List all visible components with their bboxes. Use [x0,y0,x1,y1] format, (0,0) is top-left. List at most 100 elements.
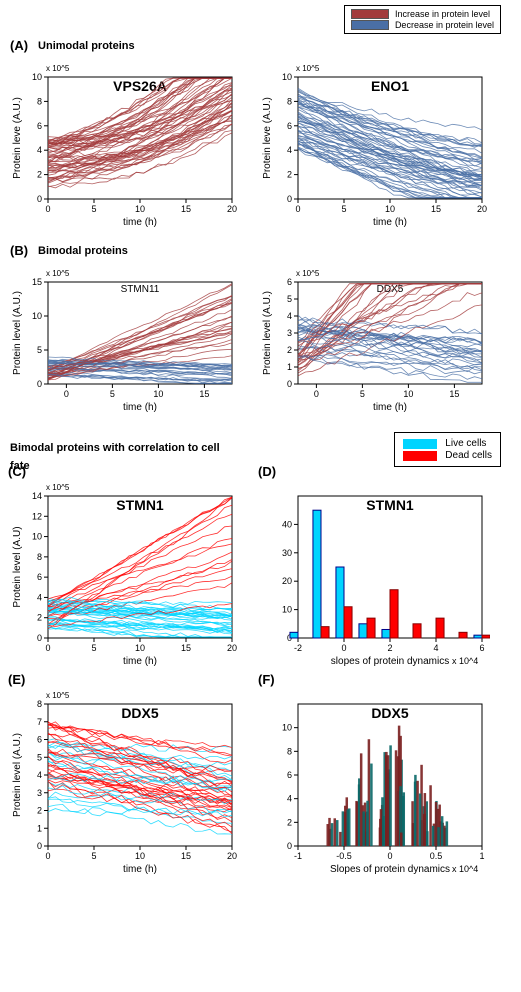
svg-text:Protein level (A.U): Protein level (A.U) [12,526,23,607]
svg-text:3: 3 [287,328,292,338]
svg-text:8: 8 [287,746,292,756]
svg-text:time (h): time (h) [123,402,157,413]
svg-text:20: 20 [477,204,487,214]
svg-text:0: 0 [287,379,292,389]
svg-text:0: 0 [341,643,346,653]
svg-text:STMN1: STMN1 [366,497,414,513]
svg-text:x 10^4: x 10^4 [452,656,478,666]
svg-text:15: 15 [431,204,441,214]
svg-text:2: 2 [287,817,292,827]
svg-text:-1: -1 [294,851,302,861]
svg-text:0: 0 [45,851,50,861]
svg-text:5: 5 [91,851,96,861]
svg-text:time (h): time (h) [123,656,157,667]
svg-text:15: 15 [32,277,42,287]
svg-text:DDX5: DDX5 [377,284,404,295]
svg-text:x 10^5: x 10^5 [46,483,70,492]
svg-text:10: 10 [282,723,292,733]
svg-text:20: 20 [282,576,292,586]
panel-d-letter: (D) [258,464,276,479]
svg-text:5: 5 [287,294,292,304]
svg-text:Protein level (A.U.): Protein level (A.U.) [262,291,273,375]
svg-text:2: 2 [37,170,42,180]
chart-stmn1-c: (C) 0510152002468101214x 10^5time (h)Pro… [10,478,240,668]
chart-stmn1-d: (D) -20246010203040slopes of protein dyn… [260,478,490,668]
legend-top: Increase in protein level Decrease in pr… [344,5,501,34]
svg-text:15: 15 [181,643,191,653]
svg-text:0: 0 [64,389,69,399]
chart-vps26a: 051015200246810x 10^5time (h)Protein lev… [10,59,240,229]
svg-text:0: 0 [314,389,319,399]
svg-text:30: 30 [282,548,292,558]
section-b-title: Bimodal proteins [38,245,128,257]
svg-text:slopes of protein dynamics: slopes of protein dynamics [331,656,449,667]
svg-text:-0.5: -0.5 [336,851,352,861]
svg-text:2: 2 [287,170,292,180]
chart-ddx5-f: (F) -1-0.500.510246810Slopes of protein … [260,686,490,876]
svg-text:6: 6 [479,643,484,653]
svg-text:ENO1: ENO1 [371,78,409,94]
svg-text:4: 4 [287,794,292,804]
svg-text:4: 4 [37,145,42,155]
legend-inc-label: Increase in protein level [395,9,490,19]
svg-text:5: 5 [341,204,346,214]
svg-text:12: 12 [32,511,42,521]
chart-ddx5-e: (E) 05101520012345678x 10^5time (h)Prote… [10,686,240,876]
svg-text:10: 10 [282,72,292,82]
svg-text:0.5: 0.5 [430,851,443,861]
svg-text:Protein level (A.U.): Protein level (A.U.) [12,733,23,817]
svg-text:10: 10 [32,532,42,542]
svg-text:Protein leve (A.U.): Protein leve (A.U.) [262,97,273,179]
svg-text:14: 14 [32,491,42,501]
legend-live-label: Live cells [445,438,486,449]
svg-text:time (h): time (h) [373,217,407,228]
svg-text:5: 5 [37,752,42,762]
svg-text:6: 6 [287,277,292,287]
svg-text:0: 0 [45,643,50,653]
svg-text:Protein level (A.U.): Protein level (A.U.) [12,291,23,375]
svg-text:6: 6 [37,735,42,745]
section-c-title: Bimodal proteins with correlation to cel… [10,442,220,472]
legend-dec-label: Decrease in protein level [395,20,494,30]
svg-text:5: 5 [91,643,96,653]
svg-text:10: 10 [32,311,42,321]
svg-text:2: 2 [387,643,392,653]
panel-a-letter: (A) [10,38,28,53]
svg-text:3: 3 [37,788,42,798]
svg-text:20: 20 [227,851,237,861]
swatch-decrease [351,20,389,30]
svg-text:time (h): time (h) [123,864,157,875]
svg-text:20: 20 [227,643,237,653]
svg-text:6: 6 [287,770,292,780]
svg-text:15: 15 [181,851,191,861]
svg-text:x 10^5: x 10^5 [46,64,70,73]
svg-text:0: 0 [287,194,292,204]
svg-text:DDX5: DDX5 [371,705,409,721]
svg-text:10: 10 [403,389,413,399]
svg-text:4: 4 [433,643,438,653]
svg-text:0: 0 [37,379,42,389]
svg-text:1: 1 [37,823,42,833]
svg-text:10: 10 [135,643,145,653]
legend-mid: Live cells Dead cells [394,432,501,467]
svg-text:0: 0 [295,204,300,214]
svg-text:15: 15 [199,389,209,399]
chart-ddx5-b: 0510150123456x 10^5time (h)Protein level… [260,264,490,414]
svg-text:6: 6 [37,121,42,131]
svg-text:0: 0 [37,633,42,643]
svg-text:5: 5 [91,204,96,214]
svg-text:Protein leve (A.U.): Protein leve (A.U.) [12,97,23,179]
svg-text:8: 8 [37,96,42,106]
svg-text:time (h): time (h) [373,402,407,413]
svg-text:x 10^4: x 10^4 [452,864,478,874]
svg-text:10: 10 [32,72,42,82]
svg-text:0: 0 [37,194,42,204]
svg-text:Slopes of protein dynamics: Slopes of protein dynamics [330,864,450,875]
svg-text:8: 8 [37,552,42,562]
svg-text:4: 4 [37,592,42,602]
svg-text:1: 1 [479,851,484,861]
svg-text:0: 0 [37,841,42,851]
svg-text:8: 8 [287,96,292,106]
svg-text:x 10^5: x 10^5 [46,269,70,278]
svg-text:4: 4 [37,770,42,780]
